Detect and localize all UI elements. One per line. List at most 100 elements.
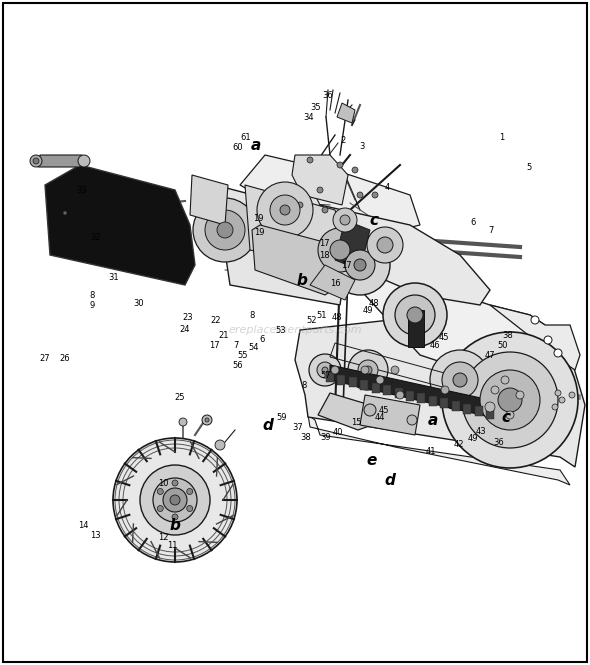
Polygon shape [275,205,490,305]
Text: 60: 60 [232,142,243,152]
Polygon shape [330,365,490,417]
Text: 40: 40 [333,428,343,436]
Circle shape [337,162,343,168]
Circle shape [383,283,447,347]
Circle shape [186,505,193,511]
Circle shape [372,192,378,198]
Circle shape [376,376,384,384]
Text: 38: 38 [503,331,513,340]
Circle shape [555,390,561,396]
Text: a: a [428,412,438,428]
Text: 31: 31 [109,273,119,281]
Polygon shape [215,185,345,305]
Circle shape [501,376,509,384]
Polygon shape [395,388,402,398]
Circle shape [407,415,417,425]
Circle shape [257,182,313,238]
Text: b: b [169,517,181,533]
Text: 33: 33 [77,186,87,194]
Polygon shape [463,404,471,414]
Circle shape [348,350,388,390]
Circle shape [442,362,478,398]
Text: 30: 30 [134,299,145,307]
Circle shape [491,386,499,394]
Circle shape [407,307,423,323]
Circle shape [158,489,163,495]
Circle shape [96,226,104,234]
Polygon shape [318,393,372,430]
Circle shape [453,373,467,387]
Circle shape [352,167,358,173]
Circle shape [30,155,42,167]
Text: 45: 45 [439,332,449,342]
Circle shape [78,155,90,167]
Polygon shape [295,190,335,275]
Circle shape [364,404,376,416]
Circle shape [333,208,357,232]
Circle shape [377,237,393,253]
Circle shape [498,388,522,412]
Text: 17: 17 [319,239,329,247]
Circle shape [485,402,495,412]
Text: 16: 16 [330,279,340,287]
Circle shape [113,438,237,562]
Circle shape [462,352,558,448]
Text: d: d [385,473,395,487]
Polygon shape [360,395,420,435]
Circle shape [205,210,245,250]
Text: 26: 26 [60,354,70,362]
Circle shape [63,211,67,215]
Text: c: c [502,410,510,424]
Polygon shape [383,385,391,395]
Circle shape [516,391,524,399]
Text: 36: 36 [323,90,333,100]
Text: 4: 4 [384,182,389,192]
Circle shape [367,227,403,263]
Circle shape [396,391,404,399]
Polygon shape [335,220,370,270]
Polygon shape [372,382,380,392]
Polygon shape [38,155,82,167]
Text: 7: 7 [233,340,239,350]
Text: 25: 25 [175,392,185,402]
Text: 52: 52 [307,315,317,325]
Circle shape [340,215,350,225]
Circle shape [442,332,578,468]
Text: 11: 11 [167,541,177,549]
Polygon shape [365,235,555,375]
Text: 1: 1 [499,132,504,142]
Text: ereplacementparts.com: ereplacementparts.com [228,325,362,335]
Polygon shape [360,380,368,390]
Text: b: b [297,273,307,287]
Polygon shape [490,305,580,370]
Text: 42: 42 [454,440,464,448]
Text: 18: 18 [319,251,329,259]
Circle shape [506,411,514,419]
Text: 39: 39 [321,432,332,442]
Text: 6: 6 [470,217,476,227]
Polygon shape [440,398,448,408]
Circle shape [202,415,212,425]
Polygon shape [190,175,228,225]
Polygon shape [308,415,570,485]
Polygon shape [295,320,585,467]
Circle shape [345,250,375,280]
Circle shape [163,488,187,512]
Circle shape [322,207,328,213]
Circle shape [554,349,562,357]
Circle shape [552,404,558,410]
Text: 19: 19 [253,213,263,223]
Text: 57: 57 [321,370,332,380]
Text: e: e [367,452,377,467]
Text: 23: 23 [183,313,194,321]
Text: 45: 45 [379,406,389,414]
Circle shape [172,514,178,520]
Circle shape [395,295,435,335]
Polygon shape [418,393,425,403]
Text: a: a [251,138,261,152]
Polygon shape [326,372,334,382]
Circle shape [559,397,565,403]
Text: 50: 50 [498,340,508,350]
Text: 22: 22 [211,315,221,325]
Text: 46: 46 [430,340,440,350]
